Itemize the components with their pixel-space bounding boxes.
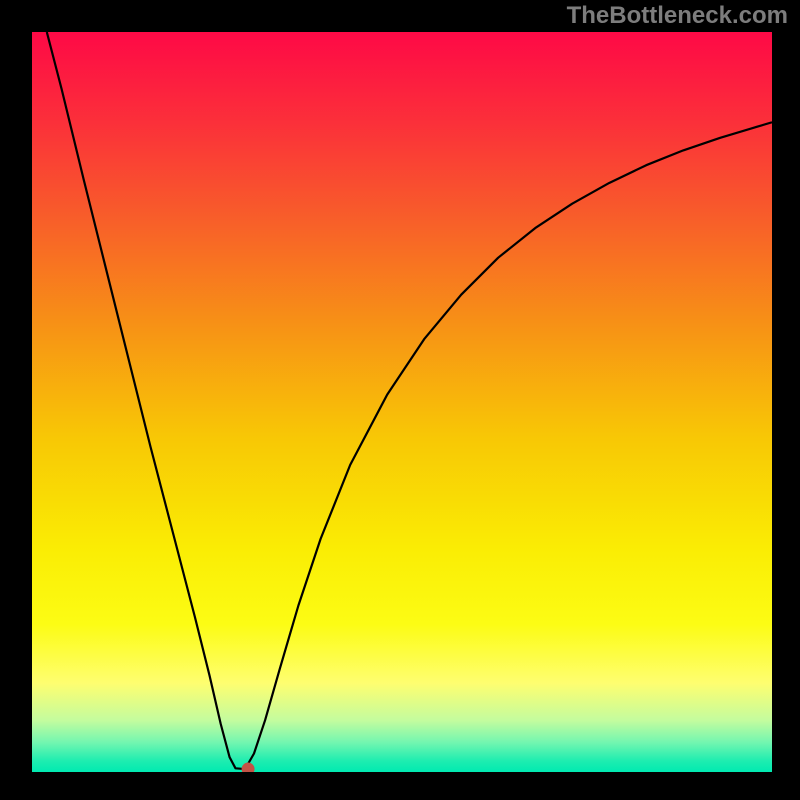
- optimal-point-marker: [242, 763, 254, 772]
- plot-background: [32, 32, 772, 772]
- chart-frame: TheBottleneck.com: [0, 0, 800, 800]
- plot-area: [32, 32, 772, 772]
- watermark-label: TheBottleneck.com: [567, 2, 788, 30]
